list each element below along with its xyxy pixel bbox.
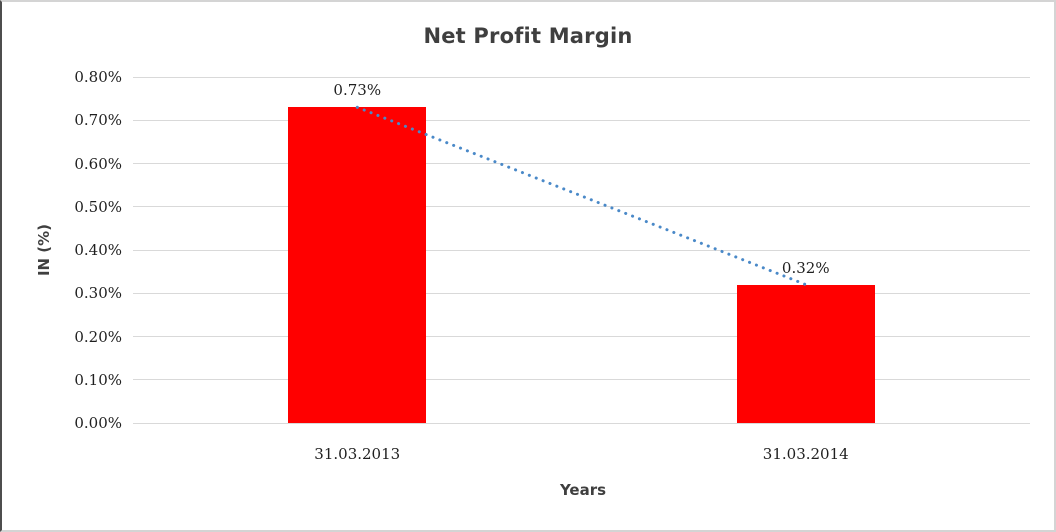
y-tick-label: 0.70%	[74, 111, 122, 130]
y-tick-label: 0.20%	[74, 327, 122, 346]
bar	[736, 284, 875, 423]
y-tick-label: 0.80%	[74, 68, 122, 86]
x-axis-title: Years	[559, 481, 607, 499]
bar-data-label: 0.73%	[333, 81, 382, 100]
y-tick-label: 0.60%	[74, 154, 122, 173]
gridline	[133, 292, 1030, 294]
y-tick-label: 0.30%	[74, 284, 122, 303]
gridline	[133, 163, 1030, 164]
gridline	[133, 119, 1030, 121]
gridline	[133, 422, 1030, 424]
x-category-label: 31.03.2013	[314, 445, 401, 463]
chart-title: Net Profit Margin	[423, 24, 633, 48]
bar-data-label: 0.32%	[781, 258, 830, 277]
y-tick-label: 0.10%	[74, 370, 122, 389]
bar	[288, 107, 427, 423]
y-tick-label: 0.50%	[74, 197, 122, 216]
x-category-label: 31.03.2014	[762, 445, 849, 463]
gridline	[133, 76, 1030, 78]
gridline	[133, 336, 1030, 337]
y-tick-label: 0.40%	[74, 241, 122, 259]
gridline	[133, 379, 1030, 381]
gridline	[133, 249, 1030, 251]
y-tick-label: 0.00%	[74, 414, 122, 432]
gridline	[133, 206, 1030, 208]
